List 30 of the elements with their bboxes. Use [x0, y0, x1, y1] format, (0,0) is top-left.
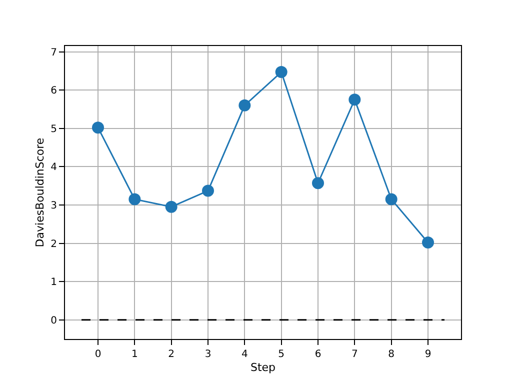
y-tick-label: 6: [50, 86, 57, 97]
y-tick-label: 4: [50, 162, 57, 174]
y-tick-label: 3: [50, 200, 57, 212]
x-axis-title: Step: [250, 361, 276, 374]
x-tick-label: 9: [424, 349, 432, 360]
x-tick-label: 6: [314, 349, 322, 360]
y-tick-label: 1: [50, 277, 57, 288]
point: [385, 193, 398, 206]
point: [422, 236, 434, 248]
x-tick-label: 5: [278, 349, 285, 360]
point: [92, 122, 104, 134]
y-tick-label: 2: [50, 238, 57, 250]
x-tick-label: 2: [168, 349, 175, 360]
x-tick-label: 4: [241, 349, 248, 360]
point: [202, 184, 214, 197]
x-tick-label: 7: [351, 349, 358, 360]
point: [275, 66, 288, 78]
x-tick-label: 3: [204, 349, 212, 360]
x-tick-label: 0: [94, 349, 102, 360]
x-tick-label: 8: [388, 349, 395, 360]
x-tick-label: 1: [131, 349, 138, 360]
y-tick-label: 7: [50, 47, 57, 58]
point: [312, 177, 324, 190]
point: [238, 99, 251, 112]
y-tick-label: 0: [50, 315, 57, 326]
point: [128, 193, 141, 206]
y-axis-title: DaviesBouldinScore: [33, 138, 46, 248]
point: [165, 200, 178, 213]
point: [348, 94, 361, 106]
y-tick-label: 5: [50, 124, 57, 135]
